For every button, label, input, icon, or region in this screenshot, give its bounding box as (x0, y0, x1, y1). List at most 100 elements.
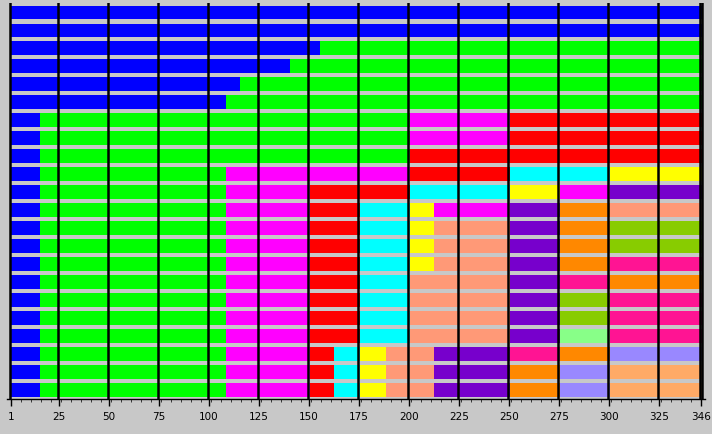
Bar (610, 365, 702, 379)
Bar (510, 312, 560, 326)
Bar (560, 222, 610, 236)
Bar (10, 240, 40, 253)
Bar (240, 78, 702, 92)
Bar (40, 312, 226, 326)
Bar (10, 132, 40, 146)
Bar (10, 294, 40, 307)
Bar (434, 204, 510, 217)
Bar (610, 276, 702, 289)
Bar (410, 186, 510, 200)
Bar (434, 365, 510, 379)
Bar (310, 312, 360, 326)
Bar (40, 168, 226, 182)
Bar (10, 168, 40, 182)
Bar (310, 294, 360, 307)
Bar (560, 365, 610, 379)
Bar (10, 114, 40, 128)
Bar (610, 312, 702, 326)
Bar (226, 222, 310, 236)
Bar (310, 204, 360, 217)
Bar (610, 186, 702, 200)
Bar (310, 330, 360, 343)
Bar (310, 348, 334, 361)
Bar (360, 294, 410, 307)
Bar (560, 294, 610, 307)
Bar (560, 348, 610, 361)
Bar (226, 240, 310, 253)
Bar (510, 276, 560, 289)
Bar (610, 204, 702, 217)
Bar (510, 384, 560, 397)
Bar (10, 258, 40, 271)
Bar (40, 204, 226, 217)
Bar (226, 186, 310, 200)
Bar (410, 258, 434, 271)
Bar (10, 7, 702, 20)
Bar (226, 348, 310, 361)
Bar (434, 222, 510, 236)
Bar (610, 294, 702, 307)
Bar (610, 168, 702, 182)
Bar (610, 222, 702, 236)
Bar (226, 365, 310, 379)
Bar (40, 294, 226, 307)
Bar (40, 186, 226, 200)
Bar (10, 312, 40, 326)
Bar (560, 276, 610, 289)
Bar (310, 240, 360, 253)
Bar (40, 348, 226, 361)
Bar (434, 384, 510, 397)
Bar (610, 240, 702, 253)
Bar (310, 222, 360, 236)
Bar (10, 150, 40, 164)
Bar (434, 348, 510, 361)
Bar (40, 276, 226, 289)
Bar (560, 186, 610, 200)
Bar (610, 348, 702, 361)
Bar (560, 240, 610, 253)
Bar (334, 365, 360, 379)
Bar (10, 330, 40, 343)
Bar (510, 348, 560, 361)
Bar (410, 240, 434, 253)
Bar (10, 60, 290, 74)
Bar (320, 43, 702, 56)
Bar (510, 330, 560, 343)
Bar (560, 330, 610, 343)
Bar (410, 114, 510, 128)
Bar (510, 150, 702, 164)
Bar (10, 24, 702, 38)
Bar (560, 384, 610, 397)
Bar (410, 222, 434, 236)
Bar (510, 168, 610, 182)
Bar (610, 258, 702, 271)
Bar (310, 276, 360, 289)
Bar (226, 276, 310, 289)
Bar (510, 294, 560, 307)
Bar (40, 150, 410, 164)
Bar (10, 384, 40, 397)
Bar (10, 78, 240, 92)
Bar (226, 204, 310, 217)
Bar (334, 384, 360, 397)
Bar (226, 294, 310, 307)
Bar (510, 365, 560, 379)
Bar (10, 365, 40, 379)
Bar (510, 186, 560, 200)
Bar (360, 240, 410, 253)
Bar (40, 384, 226, 397)
Bar (360, 222, 410, 236)
Bar (510, 132, 702, 146)
Bar (560, 312, 610, 326)
Bar (360, 276, 410, 289)
Bar (10, 43, 320, 56)
Bar (410, 294, 510, 307)
Bar (226, 96, 702, 110)
Bar (410, 312, 510, 326)
Bar (386, 365, 434, 379)
Bar (40, 258, 226, 271)
Bar (226, 168, 410, 182)
Bar (310, 365, 334, 379)
Bar (360, 204, 410, 217)
Bar (610, 384, 702, 397)
